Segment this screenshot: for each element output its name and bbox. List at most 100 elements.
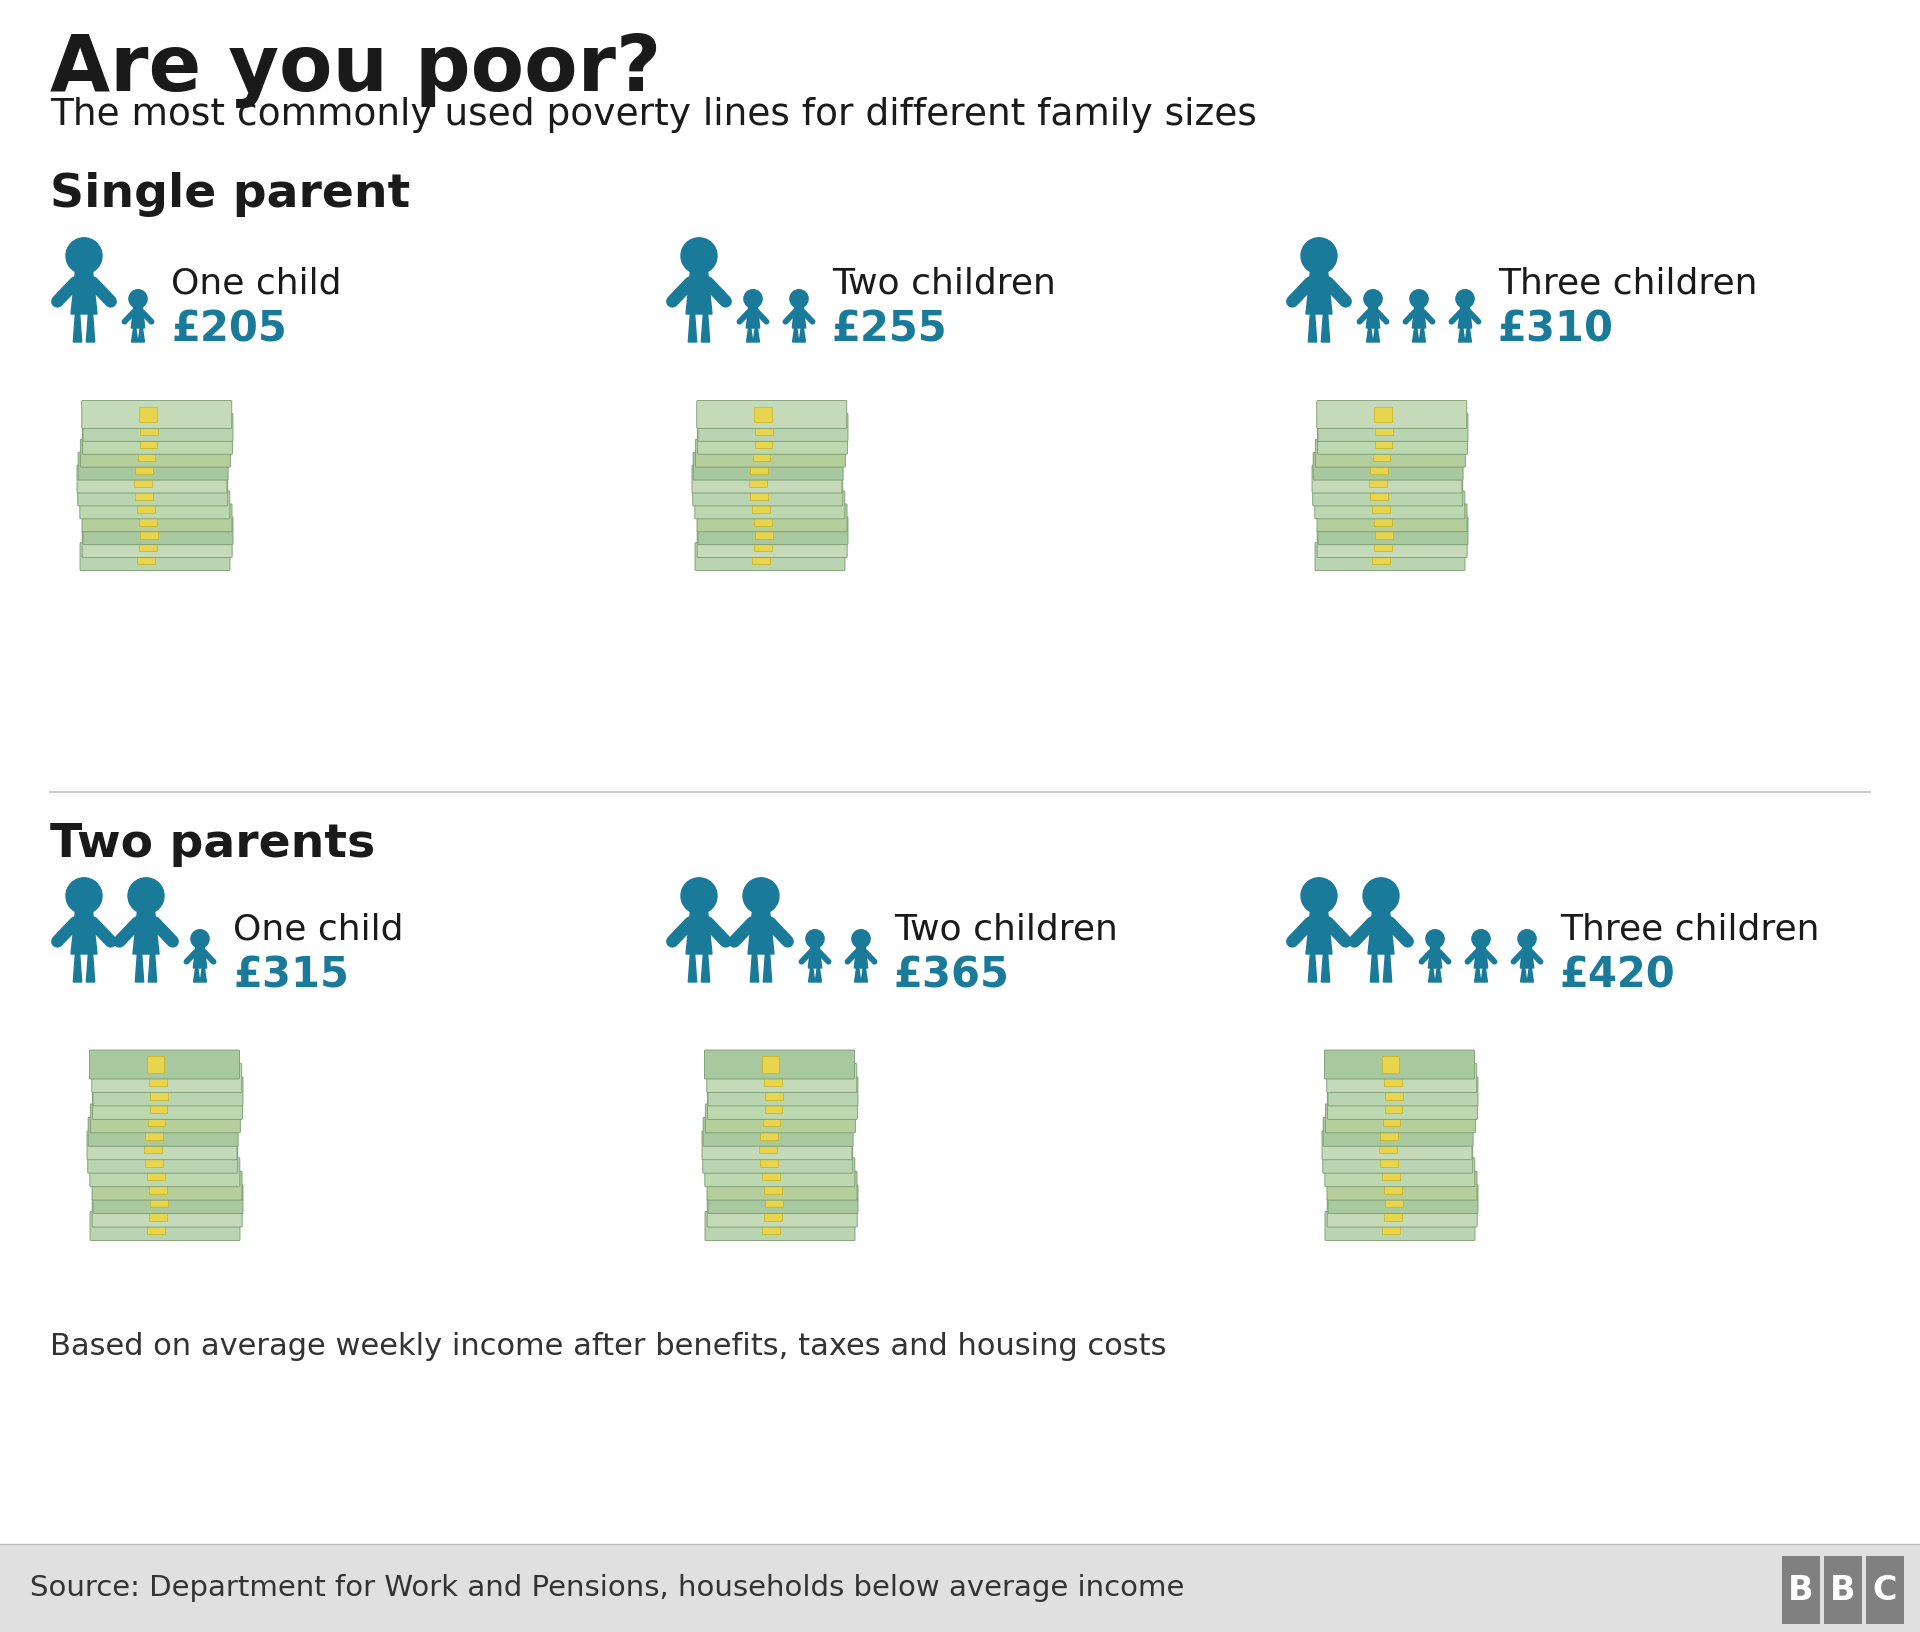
- Circle shape: [1455, 290, 1475, 308]
- FancyBboxPatch shape: [1323, 1118, 1473, 1146]
- Polygon shape: [701, 313, 710, 343]
- FancyBboxPatch shape: [1325, 1049, 1475, 1079]
- Polygon shape: [1371, 955, 1379, 982]
- FancyBboxPatch shape: [1317, 530, 1467, 558]
- Polygon shape: [132, 328, 138, 343]
- FancyBboxPatch shape: [83, 400, 232, 429]
- Bar: [150, 1071, 167, 1085]
- Bar: [1373, 446, 1390, 460]
- FancyBboxPatch shape: [1313, 478, 1463, 506]
- Polygon shape: [747, 328, 753, 343]
- FancyBboxPatch shape: [86, 1131, 236, 1160]
- Polygon shape: [854, 947, 868, 968]
- Polygon shape: [1367, 328, 1373, 343]
- FancyBboxPatch shape: [699, 413, 849, 441]
- FancyBboxPatch shape: [90, 1211, 240, 1240]
- Polygon shape: [1367, 912, 1394, 955]
- FancyBboxPatch shape: [1317, 517, 1469, 545]
- FancyBboxPatch shape: [90, 1157, 240, 1186]
- Bar: [1375, 535, 1392, 552]
- Polygon shape: [138, 328, 144, 343]
- FancyBboxPatch shape: [707, 1064, 856, 1092]
- FancyBboxPatch shape: [1329, 1185, 1478, 1214]
- Bar: [1384, 1071, 1402, 1085]
- Bar: [766, 1191, 783, 1208]
- FancyBboxPatch shape: [1329, 1077, 1478, 1106]
- Polygon shape: [1459, 307, 1471, 328]
- FancyBboxPatch shape: [92, 1090, 242, 1120]
- Bar: [1382, 1110, 1400, 1126]
- Polygon shape: [685, 273, 712, 313]
- Bar: [1371, 459, 1388, 473]
- FancyBboxPatch shape: [77, 465, 227, 493]
- Polygon shape: [1475, 968, 1480, 982]
- Bar: [762, 1056, 780, 1072]
- FancyBboxPatch shape: [1317, 504, 1467, 532]
- Bar: [764, 1097, 781, 1113]
- Text: Three children: Three children: [1559, 912, 1820, 947]
- Bar: [764, 1071, 781, 1085]
- FancyBboxPatch shape: [703, 1131, 852, 1160]
- FancyBboxPatch shape: [697, 530, 847, 558]
- Bar: [1380, 1124, 1398, 1139]
- Text: Two parents: Two parents: [50, 823, 374, 867]
- Bar: [136, 548, 156, 565]
- FancyBboxPatch shape: [1323, 1131, 1473, 1160]
- FancyBboxPatch shape: [81, 439, 230, 467]
- Bar: [1373, 498, 1390, 512]
- Polygon shape: [1367, 307, 1380, 328]
- FancyBboxPatch shape: [707, 1198, 856, 1227]
- Polygon shape: [1321, 313, 1331, 343]
- Text: One child: One child: [171, 268, 342, 300]
- Polygon shape: [685, 912, 712, 955]
- Text: Single parent: Single parent: [50, 171, 411, 217]
- FancyBboxPatch shape: [1327, 1172, 1476, 1200]
- Bar: [1384, 1084, 1404, 1100]
- Bar: [760, 1151, 778, 1167]
- Polygon shape: [1428, 947, 1442, 968]
- FancyBboxPatch shape: [708, 1185, 858, 1214]
- Polygon shape: [1526, 968, 1534, 982]
- Bar: [766, 1084, 783, 1100]
- Text: £315: £315: [232, 955, 349, 996]
- Text: Are you poor?: Are you poor?: [50, 33, 660, 108]
- Polygon shape: [1306, 912, 1332, 955]
- FancyBboxPatch shape: [1317, 413, 1469, 441]
- FancyBboxPatch shape: [83, 504, 232, 532]
- Polygon shape: [1428, 968, 1434, 982]
- Polygon shape: [749, 912, 774, 955]
- Circle shape: [129, 878, 163, 914]
- Polygon shape: [808, 947, 822, 968]
- Text: B: B: [1830, 1573, 1857, 1606]
- Circle shape: [1473, 930, 1490, 948]
- FancyBboxPatch shape: [695, 491, 845, 519]
- Circle shape: [65, 238, 102, 274]
- FancyBboxPatch shape: [81, 543, 230, 571]
- FancyBboxPatch shape: [705, 1211, 854, 1240]
- Bar: [1384, 1097, 1402, 1113]
- Polygon shape: [1436, 968, 1442, 982]
- Text: B: B: [1788, 1573, 1814, 1606]
- Bar: [751, 485, 768, 499]
- FancyBboxPatch shape: [1327, 1090, 1476, 1120]
- Text: £420: £420: [1559, 955, 1676, 996]
- FancyBboxPatch shape: [1315, 543, 1465, 571]
- Circle shape: [1519, 930, 1536, 948]
- FancyBboxPatch shape: [83, 426, 232, 454]
- FancyBboxPatch shape: [707, 1172, 856, 1200]
- Bar: [1375, 419, 1394, 436]
- FancyBboxPatch shape: [81, 491, 230, 519]
- Bar: [1375, 432, 1392, 449]
- Polygon shape: [747, 307, 760, 328]
- Polygon shape: [701, 955, 710, 982]
- Bar: [1382, 1164, 1400, 1180]
- FancyBboxPatch shape: [1313, 452, 1463, 480]
- Bar: [140, 522, 157, 539]
- FancyBboxPatch shape: [1317, 400, 1467, 429]
- Bar: [148, 1110, 165, 1126]
- Text: C: C: [1872, 1573, 1897, 1606]
- Polygon shape: [793, 328, 799, 343]
- Text: £255: £255: [831, 308, 948, 351]
- Text: £310: £310: [1498, 308, 1615, 351]
- Bar: [134, 472, 152, 486]
